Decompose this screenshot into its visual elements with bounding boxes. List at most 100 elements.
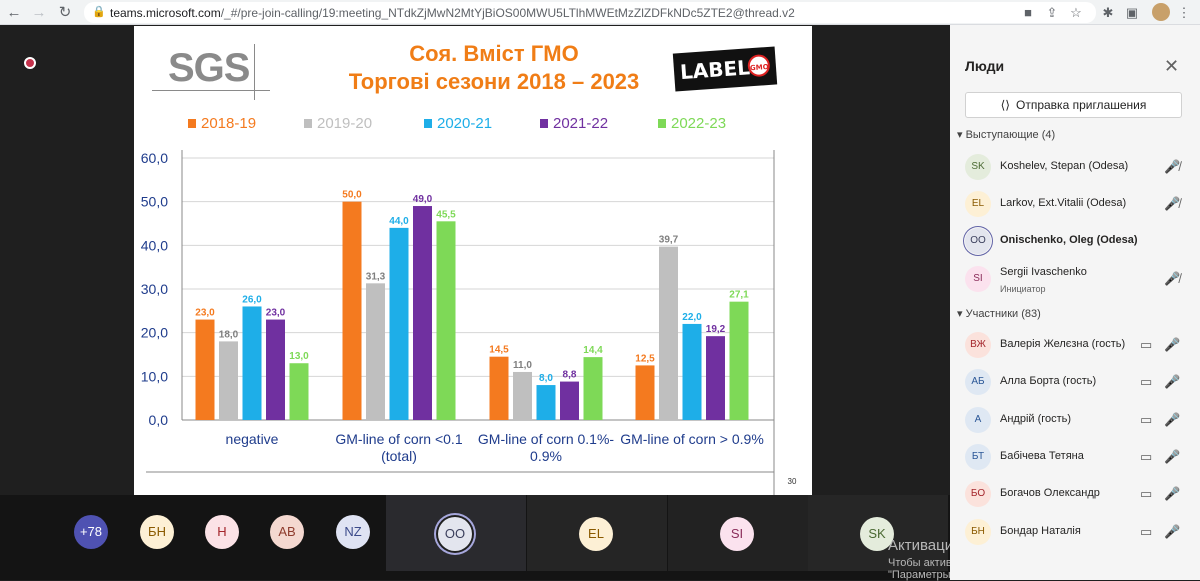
avatar: АБ bbox=[965, 369, 991, 395]
back-icon[interactable]: ← bbox=[6, 4, 22, 21]
bar bbox=[242, 306, 262, 420]
bar bbox=[513, 371, 532, 420]
participant-video-tile[interactable]: SI bbox=[668, 495, 808, 571]
more-icon[interactable]: ⋮ bbox=[1177, 5, 1191, 20]
overflow-participants-button[interactable]: +78 bbox=[74, 515, 108, 549]
x-tick-label: (total) bbox=[381, 448, 417, 464]
logo-line bbox=[254, 44, 255, 100]
y-tick-label: 0,0 bbox=[149, 412, 169, 428]
slide-title-line2: Торгові сезони 2018 – 2023 bbox=[348, 69, 640, 94]
y-tick-label: 20,0 bbox=[141, 325, 168, 341]
data-label: 12,5 bbox=[635, 353, 655, 364]
participant-avatar[interactable]: AB bbox=[270, 515, 304, 549]
y-tick-label: 40,0 bbox=[141, 237, 168, 253]
data-label: 39,7 bbox=[659, 235, 679, 246]
star-icon[interactable]: ☆ bbox=[1070, 5, 1082, 20]
legend-label: 2022-23 bbox=[671, 115, 726, 132]
browser-toolbar: ← → ↻ 🔒 teams.microsoft.com/_#/pre-join-… bbox=[0, 0, 1200, 25]
x-tick-label: GM-line of corn <0.1 bbox=[335, 431, 462, 447]
participant-name: Андрій (гость) bbox=[1000, 413, 1072, 425]
attendee-row[interactable]: БО Богачов Олександр ▭ 🎤 bbox=[950, 478, 1200, 514]
participant-avatar[interactable]: БН bbox=[140, 515, 174, 549]
mic-icon: 🎤 bbox=[1164, 412, 1181, 427]
participant-name: Бондар Наталія bbox=[1000, 525, 1081, 537]
legend-swatch bbox=[304, 119, 312, 128]
shared-slide: SGS Соя. Вміст ГМО Торгові сезони 2018 –… bbox=[134, 26, 812, 496]
participant-video-tile[interactable]: EL bbox=[527, 495, 667, 571]
attendee-row[interactable]: АБ Алла Борта (гость) ▭ 🎤 bbox=[950, 366, 1200, 402]
sidebar-icon[interactable]: ▣ bbox=[1125, 5, 1139, 20]
bar bbox=[195, 319, 215, 420]
address-bar[interactable]: 🔒 teams.microsoft.com/_#/pre-join-callin… bbox=[84, 2, 1096, 23]
attendee-row[interactable]: А Андрій (гость) ▭ 🎤 bbox=[950, 404, 1200, 440]
legend-label: 2020-21 bbox=[437, 115, 492, 132]
recording-icon bbox=[24, 57, 36, 69]
bar bbox=[289, 363, 309, 420]
participant-avatar[interactable]: Н bbox=[205, 515, 239, 549]
y-tick-label: 30,0 bbox=[141, 281, 168, 297]
x-tick-label: GM-line of corn 0.1%- bbox=[478, 431, 614, 447]
avatar: SI bbox=[965, 266, 991, 292]
participant-name: Алла Борта (гость) bbox=[1000, 375, 1097, 387]
attendee-row[interactable]: ВЖ Валерія Желєзна (гость) ▭ 🎤 bbox=[950, 329, 1200, 365]
bar bbox=[706, 336, 725, 420]
presenter-row[interactable]: OO Onischenko, Oleg (Odesa) bbox=[950, 225, 1200, 261]
bar bbox=[635, 365, 655, 420]
video-off-icon: ▭ bbox=[1140, 412, 1153, 427]
participant-avatar: EL bbox=[579, 517, 613, 551]
presenter-row[interactable]: EL Larkov, Ext.Vitalii (Odesa) 🎤̸ bbox=[950, 188, 1200, 224]
send-invite-label: Отправка приглашения bbox=[1016, 98, 1147, 112]
x-tick-label: GM-line of corn > 0.9% bbox=[620, 431, 764, 447]
participant-name: Валерія Желєзна (гость) bbox=[1000, 338, 1126, 350]
legend-swatch bbox=[540, 119, 548, 128]
participant-name: Onischenko, Oleg (Odesa) bbox=[1000, 234, 1138, 246]
lock-icon[interactable]: 🔒 bbox=[92, 6, 106, 18]
attendees-header[interactable]: ▾ Участники (83) bbox=[957, 307, 1041, 320]
participant-video-tile[interactable]: OO bbox=[386, 495, 526, 571]
y-tick-label: 50,0 bbox=[141, 194, 168, 210]
profile-avatar[interactable] bbox=[1152, 3, 1170, 21]
video-off-icon: ▭ bbox=[1140, 486, 1153, 501]
participant-strip: +78 БН Н AB NZ OO EL SI SK bbox=[0, 495, 950, 580]
data-label: 13,0 bbox=[289, 351, 309, 362]
video-off-icon: ▭ bbox=[1140, 524, 1153, 539]
avatar: БО bbox=[965, 481, 991, 507]
chevron-down-icon: ▾ bbox=[957, 129, 963, 141]
presenters-header-label: Выступающие bbox=[965, 129, 1039, 141]
share-icon[interactable]: ⇪ bbox=[1046, 5, 1058, 20]
bar bbox=[366, 283, 385, 420]
data-label: 23,0 bbox=[195, 308, 215, 319]
participant-avatar[interactable]: NZ bbox=[336, 515, 370, 549]
presenter-row[interactable]: SK Koshelev, Stepan (Odesa) 🎤̸ bbox=[950, 151, 1200, 187]
chevron-down-icon: ▾ bbox=[957, 308, 963, 320]
send-invite-button[interactable]: ⟨⟩ Отправка приглашения bbox=[965, 92, 1182, 118]
attendee-row[interactable]: БН Бондар Наталія ▭ 🎤 bbox=[950, 516, 1200, 552]
legend-label: 2019-20 bbox=[317, 115, 372, 132]
data-label: 18,0 bbox=[219, 329, 239, 340]
attendee-row[interactable]: БТ Бабічева Тетяна ▭ 🎤 bbox=[950, 441, 1200, 477]
y-tick-label: 60,0 bbox=[141, 150, 168, 166]
participant-name: Larkov, Ext.Vitalii (Odesa) bbox=[1000, 197, 1127, 209]
bar bbox=[489, 356, 509, 420]
attendees-count: (83) bbox=[1021, 308, 1041, 320]
video-off-icon: ▭ bbox=[1140, 374, 1153, 389]
forward-icon[interactable]: → bbox=[31, 4, 47, 21]
extensions-icon[interactable]: ✱ bbox=[1102, 5, 1114, 20]
bar bbox=[659, 246, 678, 420]
participant-video-tile[interactable]: SK bbox=[808, 495, 948, 571]
reload-icon[interactable]: ↻ bbox=[58, 4, 72, 21]
mic-muted-icon: 🎤̸ bbox=[1164, 196, 1181, 211]
data-label: 44,0 bbox=[389, 216, 409, 227]
camera-icon[interactable]: ■ bbox=[1024, 5, 1032, 20]
url-text[interactable]: teams.microsoft.com/_#/pre-join-calling/… bbox=[110, 6, 795, 20]
bar bbox=[560, 381, 579, 420]
data-label: 8,0 bbox=[539, 373, 553, 384]
data-label: 22,0 bbox=[682, 312, 702, 323]
presenter-row[interactable]: SI Sergii Ivaschenko Инициатор 🎤̸ bbox=[950, 263, 1200, 299]
video-off-icon: ▭ bbox=[1140, 337, 1153, 352]
mic-icon: 🎤 bbox=[1164, 374, 1181, 389]
slide-title: Соя. Вміст ГМО Торгові сезони 2018 – 202… bbox=[309, 40, 679, 96]
data-label: 11,0 bbox=[513, 360, 532, 371]
presenters-header[interactable]: ▾ Выступающие (4) bbox=[957, 128, 1055, 141]
close-icon[interactable]: ✕ bbox=[1164, 56, 1180, 76]
